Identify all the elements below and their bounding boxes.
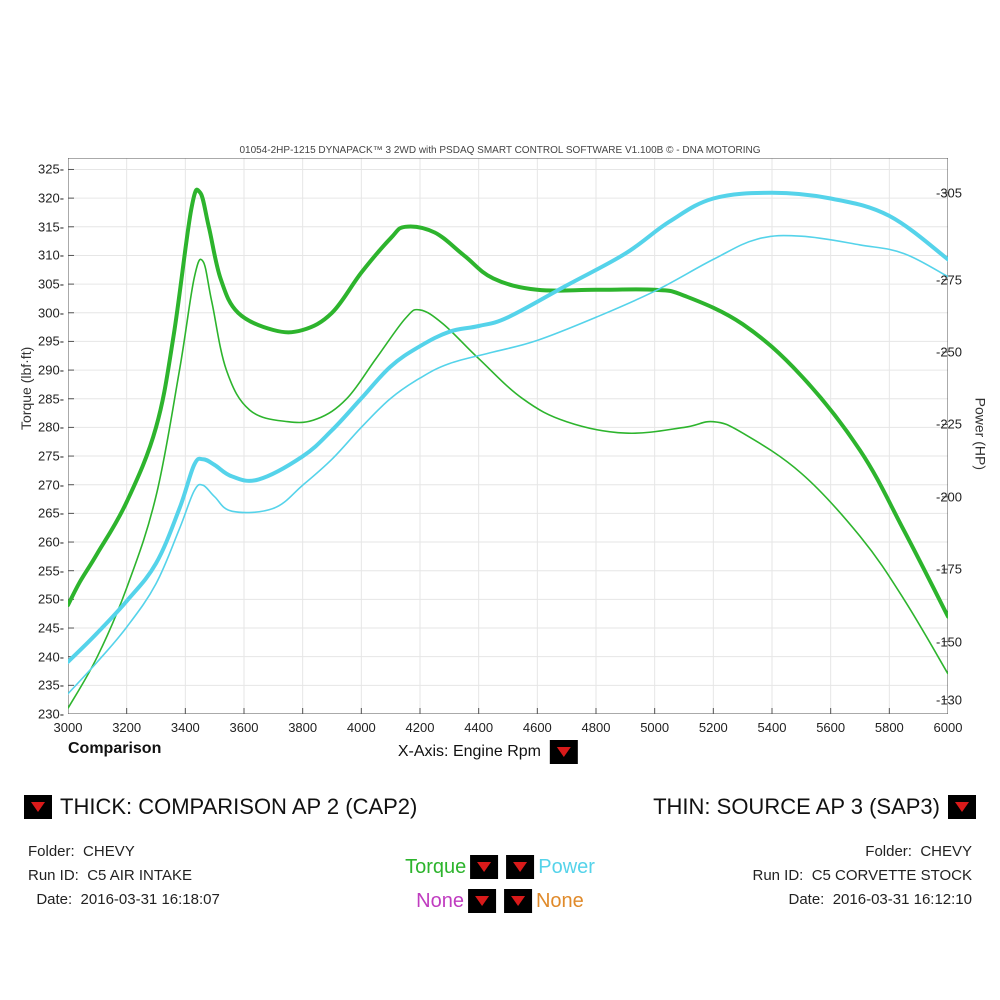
y-left-tick-label: 280- [38, 420, 64, 435]
x-tick-label: 5000 [640, 720, 669, 735]
x-tick-label: 4600 [523, 720, 552, 735]
y-left-tick-label: 300- [38, 305, 64, 320]
y-left-tick-label: 310- [38, 248, 64, 263]
thin-legend-label: THIN: SOURCE AP 3 (SAP3) [653, 794, 940, 820]
thick-legend-label: THICK: COMPARISON AP 2 (CAP2) [60, 794, 417, 820]
y-left-tick-label: 295- [38, 334, 64, 349]
x-tick-label: 4400 [464, 720, 493, 735]
y-right-tick-label: -175 [936, 562, 968, 577]
y-left-tick-label: 230- [38, 707, 64, 722]
x-tick-label: 5800 [875, 720, 904, 735]
color-legend: Torque Power None None [405, 848, 595, 920]
x-tick-label: 4000 [347, 720, 376, 735]
software-title: 01054-2HP-1215 DYNAPACK™ 3 2WD with PSDA… [0, 145, 1000, 156]
y-left-tick-label: 245- [38, 621, 64, 636]
runid-label-left: Run ID: [28, 867, 79, 884]
x-tick-label: 5200 [699, 720, 728, 735]
thick-dropdown-icon[interactable] [24, 795, 52, 819]
x-tick-label: 4200 [406, 720, 435, 735]
y-left-tick-label: 235- [38, 678, 64, 693]
x-axis-dropdown-icon[interactable] [549, 740, 577, 764]
none1-dropdown-icon[interactable] [468, 889, 496, 913]
runid-value-left: C5 AIR INTAKE [87, 867, 192, 884]
run-meta-left: Folder: CHEVY Run ID: C5 AIR INTAKE Date… [28, 840, 220, 912]
folder-value-left: CHEVY [83, 843, 135, 860]
y-left-tick-label: 320- [38, 191, 64, 206]
y-left-tick-label: 255- [38, 563, 64, 578]
y-left-tick-label: 265- [38, 506, 64, 521]
y-left-tick-label: 285- [38, 391, 64, 406]
date-value-right: 2016-03-31 16:12:10 [833, 891, 972, 908]
y-right-tick-label: -305 [936, 185, 968, 200]
folder-label-left: Folder: [28, 843, 75, 860]
y-left-tick-label: 270- [38, 477, 64, 492]
x-tick-label: 3800 [288, 720, 317, 735]
x-tick-label: 3200 [112, 720, 141, 735]
y-left-tick-label: 290- [38, 363, 64, 378]
x-tick-label: 3400 [171, 720, 200, 735]
date-value-left: 2016-03-31 16:18:07 [81, 891, 220, 908]
y-left-tick-label: 305- [38, 277, 64, 292]
power-dropdown-icon[interactable] [506, 855, 534, 879]
y-right-tick-label: -250 [936, 345, 968, 360]
x-tick-label: 3600 [230, 720, 259, 735]
date-label-left: Date: [36, 891, 72, 908]
torque-dropdown-icon[interactable] [470, 855, 498, 879]
chart-svg [68, 158, 948, 714]
x-tick-label: 6000 [934, 720, 963, 735]
y-left-tick-label: 315- [38, 219, 64, 234]
x-tick-label: 5400 [758, 720, 787, 735]
y-left-tick-label: 325- [38, 162, 64, 177]
torque-legend-label: Torque [405, 856, 466, 879]
folder-value-right: CHEVY [920, 843, 972, 860]
thick-legend: THICK: COMPARISON AP 2 (CAP2) [20, 794, 417, 820]
comparison-label: Comparison [68, 740, 161, 758]
y-right-tick-label: -130 [936, 692, 968, 707]
date-label-right: Date: [789, 891, 825, 908]
y-right-axis-label: Power (HP) [972, 398, 988, 470]
power-legend-label: Power [538, 856, 595, 879]
run-meta-right: Folder: CHEVY Run ID: C5 CORVETTE STOCK … [752, 840, 972, 912]
none1-legend-label: None [416, 890, 464, 913]
x-tick-label: 3000 [54, 720, 83, 735]
x-tick-label: 4800 [582, 720, 611, 735]
thin-dropdown-icon[interactable] [948, 795, 976, 819]
dyno-report-page: 01054-2HP-1215 DYNAPACK™ 3 2WD with PSDA… [0, 0, 1000, 1000]
y-right-tick-label: -150 [936, 634, 968, 649]
runid-label-right: Run ID: [752, 867, 803, 884]
y-right-tick-label: -200 [936, 489, 968, 504]
y-left-axis-label: Torque (lbf·ft) [18, 347, 34, 430]
y-left-tick-label: 240- [38, 649, 64, 664]
x-axis-label: X-Axis: Engine Rpm [398, 740, 582, 764]
thin-legend: THIN: SOURCE AP 3 (SAP3) [653, 794, 980, 820]
dyno-chart [68, 158, 948, 714]
none2-dropdown-icon[interactable] [504, 889, 532, 913]
x-axis-label-text: X-Axis: Engine Rpm [398, 743, 541, 760]
y-right-tick-label: -275 [936, 272, 968, 287]
y-left-tick-label: 260- [38, 535, 64, 550]
folder-label-right: Folder: [865, 843, 912, 860]
x-tick-label: 5600 [816, 720, 845, 735]
y-left-tick-label: 250- [38, 592, 64, 607]
runid-value-right: C5 CORVETTE STOCK [812, 867, 972, 884]
y-right-tick-label: -225 [936, 417, 968, 432]
y-left-tick-label: 275- [38, 449, 64, 464]
none2-legend-label: None [536, 890, 584, 913]
